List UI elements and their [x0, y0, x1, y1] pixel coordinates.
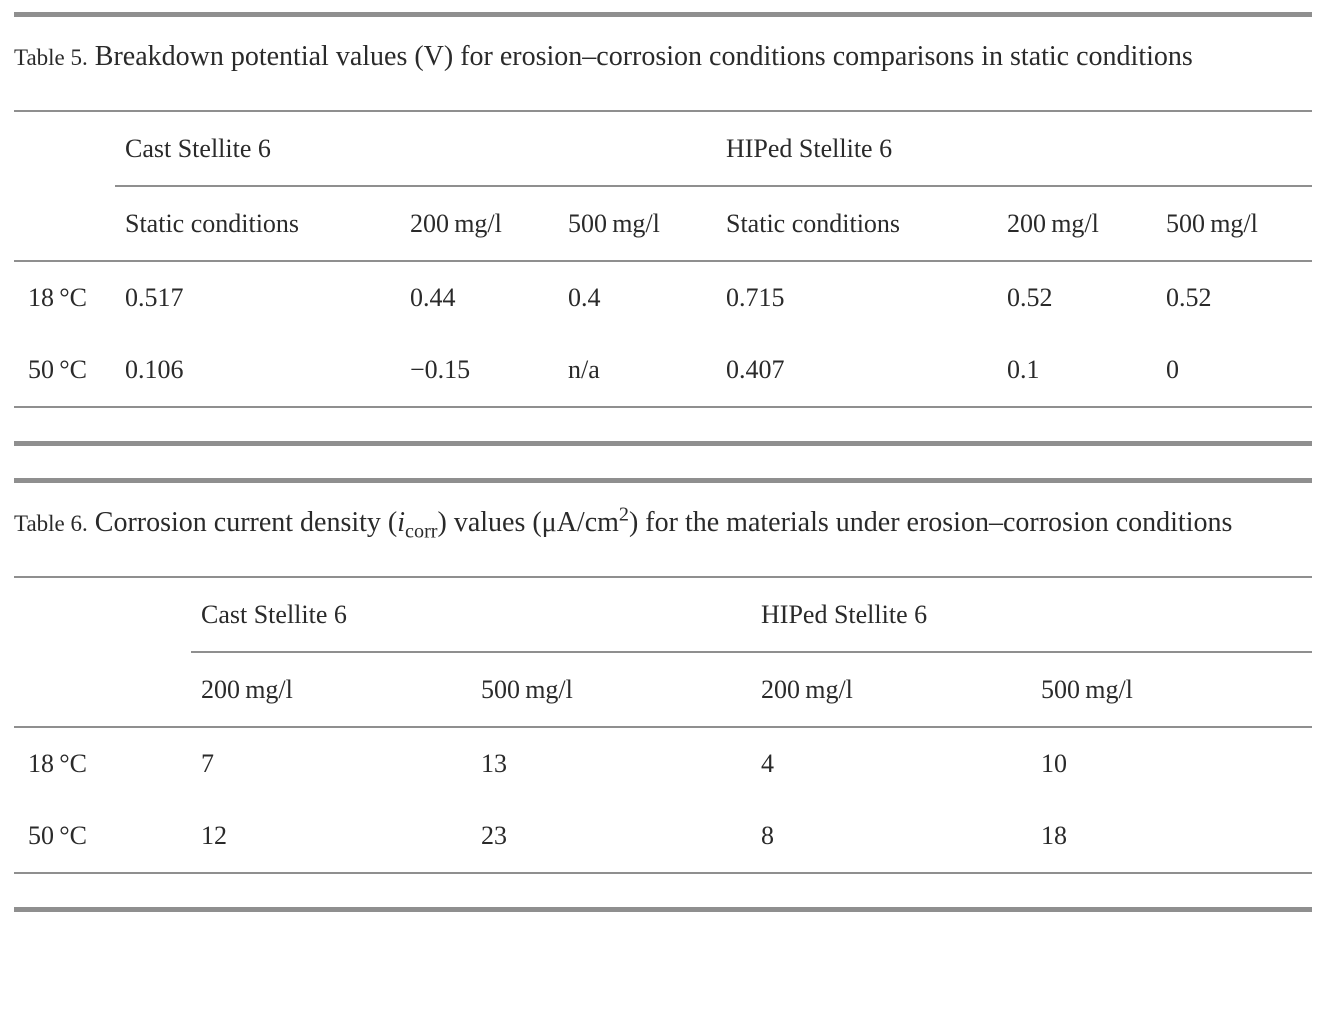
table5-row-label-18c: 18 °C	[28, 283, 87, 312]
table5: Cast Stellite 6 HIPed Stellite 6 Static …	[14, 110, 1312, 408]
table6-header-spacer-cell	[14, 652, 191, 728]
table5-bottom-thick-rule	[14, 441, 1312, 446]
table-row: 50 °C 12 23 8 18	[14, 800, 1312, 873]
table5-caption-text: Breakdown potential values (V) for erosi…	[87, 41, 1193, 72]
table5-header-200-hiped: 200 mg/l	[997, 186, 1156, 262]
table6-cell-50c-500-hiped: 18	[1041, 821, 1068, 850]
table5-cell-50c-500-cast: n/a	[568, 355, 600, 384]
table6-group-hiped-stellite: HIPed Stellite 6	[751, 577, 1313, 653]
table5-header-static-hiped: Static conditions	[716, 186, 997, 262]
table6-caption-label: Table 6.	[14, 511, 88, 536]
table6-caption-text-post: ) for the materials under erosion–corros…	[628, 507, 1233, 538]
table5-cell-18c-static-hiped: 0.715	[726, 283, 785, 312]
table6-header-200-hiped: 200 mg/l	[751, 652, 1032, 728]
table6-cell-50c-500-cast: 23	[481, 821, 507, 850]
table5-cell-50c-static-hiped: 0.407	[726, 355, 785, 384]
table6-caption-text-mid: ) values (μA/cm	[437, 507, 619, 538]
table6-group-spacer-cell	[14, 577, 191, 652]
table6-header-500-cast: 500 mg/l	[471, 652, 752, 728]
table6-caption-cm2-superscript: 2	[618, 503, 629, 526]
table6-cell-18c-500-hiped: 10	[1041, 749, 1068, 778]
table6-top-thick-rule	[14, 478, 1312, 483]
table5-cell-18c-200-hiped: 0.52	[1007, 283, 1053, 312]
table5-cell-50c-200-cast: −0.15	[410, 355, 471, 384]
table5-cell-18c-static-cast: 0.517	[125, 283, 184, 312]
table5-cell-50c-200-hiped: 0.1	[1007, 355, 1040, 384]
table5-header-500-cast: 500 mg/l	[558, 186, 716, 262]
table6-cell-18c-200-cast: 7	[201, 749, 214, 778]
table5-cell-18c-500-hiped: 0.52	[1166, 283, 1212, 312]
table6-header-500-hiped: 500 mg/l	[1031, 652, 1313, 728]
table6-caption-text-pre: Corrosion current density (	[87, 507, 398, 538]
table6: Cast Stellite 6 HIPed Stellite 6 200 mg/…	[14, 576, 1313, 874]
table5-header-500-hiped: 500 mg/l	[1156, 186, 1312, 262]
table6-group-header-row: Cast Stellite 6 HIPed Stellite 6	[14, 577, 1313, 653]
table5-cell-50c-static-cast: 0.106	[125, 355, 184, 384]
table6-bottom-thick-rule	[14, 907, 1312, 912]
table-row: 50 °C 0.106 −0.15 n/a 0.407 0.1 0	[14, 334, 1312, 407]
table6-column-header-row: 200 mg/l 500 mg/l 200 mg/l 500 mg/l	[14, 652, 1313, 728]
table6-row-label-18c: 18 °C	[28, 749, 87, 778]
table5-caption: Table 5. Breakdown potential values (V) …	[14, 33, 1312, 82]
table5-group-header-row: Cast Stellite 6 HIPed Stellite 6	[14, 111, 1312, 187]
table6-caption-icorr-subscript: corr	[405, 520, 438, 543]
table5-column-header-row: Static conditions 200 mg/l 500 mg/l Stat…	[14, 186, 1312, 262]
table5-group-cast-stellite: Cast Stellite 6	[115, 111, 716, 187]
table5-row-label-50c: 50 °C	[28, 355, 87, 384]
table6-cell-50c-200-hiped: 8	[761, 821, 775, 850]
table6-cell-50c-200-cast: 12	[201, 821, 227, 850]
table-row: 18 °C 0.517 0.44 0.4 0.715 0.52 0.52	[14, 261, 1312, 334]
table5-group-hiped-stellite: HIPed Stellite 6	[716, 111, 1312, 187]
table5-group-spacer-cell	[14, 111, 115, 186]
table5-header-200-cast: 200 mg/l	[400, 186, 558, 262]
table6-cell-18c-500-cast: 13	[481, 749, 507, 778]
table5-cell-50c-500-hiped: 0	[1166, 355, 1179, 384]
page: Table 5. Breakdown potential values (V) …	[14, 0, 1313, 912]
table5-top-thick-rule	[14, 12, 1312, 17]
table6-cell-18c-200-hiped: 4	[761, 749, 775, 778]
table6-header-200-cast: 200 mg/l	[191, 652, 471, 728]
table5-cell-18c-200-cast: 0.44	[410, 283, 456, 312]
table6-row-label-50c: 50 °C	[28, 821, 87, 850]
table6-caption: Table 6. Corrosion current density (icor…	[14, 499, 1312, 548]
table6-caption-icorr-symbol: i	[397, 507, 406, 538]
table5-cell-18c-500-cast: 0.4	[568, 283, 601, 312]
table6-group-cast-stellite: Cast Stellite 6	[191, 577, 752, 653]
table5-caption-label: Table 5.	[14, 45, 88, 70]
table-row: 18 °C 7 13 4 10	[14, 727, 1312, 800]
table5-header-spacer-cell	[14, 186, 115, 262]
table5-header-static-cast: Static conditions	[115, 186, 400, 262]
